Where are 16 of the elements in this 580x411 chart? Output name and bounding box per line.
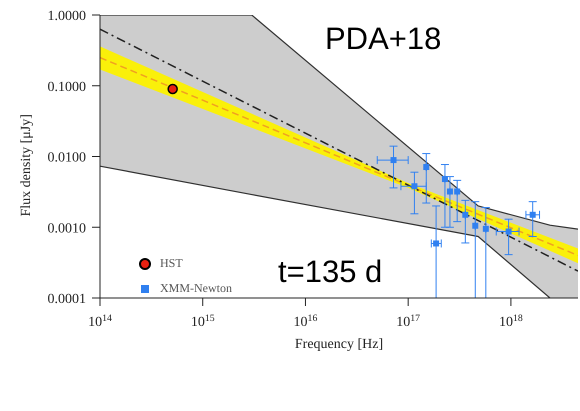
y-tick-label: 0.0100 [48, 150, 86, 166]
x-tick-label: 10$^{18}$ [499, 312, 523, 330]
y-tick-label: 0.0001 [48, 292, 86, 307]
y-axis-title: Flux density [μJy] [18, 114, 34, 216]
y-tick-label: 0.1000 [48, 80, 86, 95]
y-tick-label: 1.0000 [48, 9, 86, 24]
legend-label: HST [160, 256, 183, 271]
x-tick-label: 10$^{15}$ [190, 312, 215, 330]
x-tick-label: 10$^{16}$ [294, 312, 318, 330]
legend-label: XMM-Newton [160, 281, 232, 296]
x-axis-title: Frequency [Hz] [294, 337, 384, 352]
x-tick-label: 10$^{17}$ [396, 312, 420, 330]
annotation: PDA+18 [325, 21, 442, 56]
x-tick-label: 10$^{14}$ [88, 312, 112, 330]
annotation: t=135 d [278, 254, 382, 290]
y-tick-label: 0.0010 [48, 221, 86, 236]
